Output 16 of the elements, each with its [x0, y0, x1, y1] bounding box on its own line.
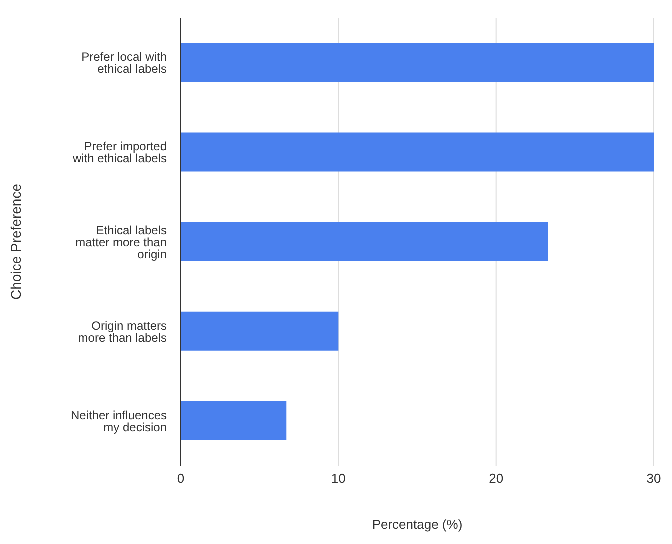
y-tick-label: Prefer imported with ethical labels — [72, 140, 167, 166]
x-axis-title: Percentage (%) — [372, 517, 463, 532]
y-axis-title: Choice Preference — [8, 184, 24, 300]
bar — [181, 222, 548, 262]
x-tick-label: 0 — [177, 471, 185, 486]
y-tick-label: Neither influences my decision — [70, 408, 167, 434]
y-tick-label: Origin matters more than labels — [78, 318, 167, 345]
bar — [181, 43, 654, 82]
bar — [181, 401, 287, 440]
x-tick-label: 30 — [646, 471, 662, 486]
bar — [181, 312, 339, 351]
bar — [181, 132, 654, 172]
x-tick-label: 10 — [331, 471, 346, 486]
y-tick-label: Ethical labels matter more than origin — [76, 223, 167, 262]
y-tick-label: Prefer local with ethical labels — [82, 50, 167, 76]
x-tick-label: 20 — [489, 471, 504, 486]
